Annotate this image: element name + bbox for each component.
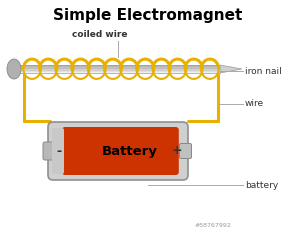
Bar <box>12 72 220 73</box>
Text: iron nail: iron nail <box>245 66 282 76</box>
Text: wire: wire <box>245 99 264 109</box>
Text: #58767992: #58767992 <box>195 223 232 228</box>
Bar <box>12 65 220 67</box>
Polygon shape <box>220 65 242 73</box>
Bar <box>12 69 220 71</box>
Ellipse shape <box>7 59 21 79</box>
FancyBboxPatch shape <box>52 128 64 174</box>
FancyBboxPatch shape <box>179 143 191 158</box>
Text: Battery: Battery <box>102 145 158 157</box>
FancyBboxPatch shape <box>48 122 188 180</box>
Text: +: + <box>172 145 182 157</box>
Text: -: - <box>56 145 61 157</box>
Bar <box>12 65 220 73</box>
Text: coiled wire: coiled wire <box>72 30 128 39</box>
Text: battery: battery <box>245 180 278 190</box>
Bar <box>12 67 220 69</box>
Text: Simple Electromagnet: Simple Electromagnet <box>53 8 243 23</box>
FancyBboxPatch shape <box>43 142 57 160</box>
FancyBboxPatch shape <box>62 127 179 175</box>
Bar <box>12 71 220 73</box>
